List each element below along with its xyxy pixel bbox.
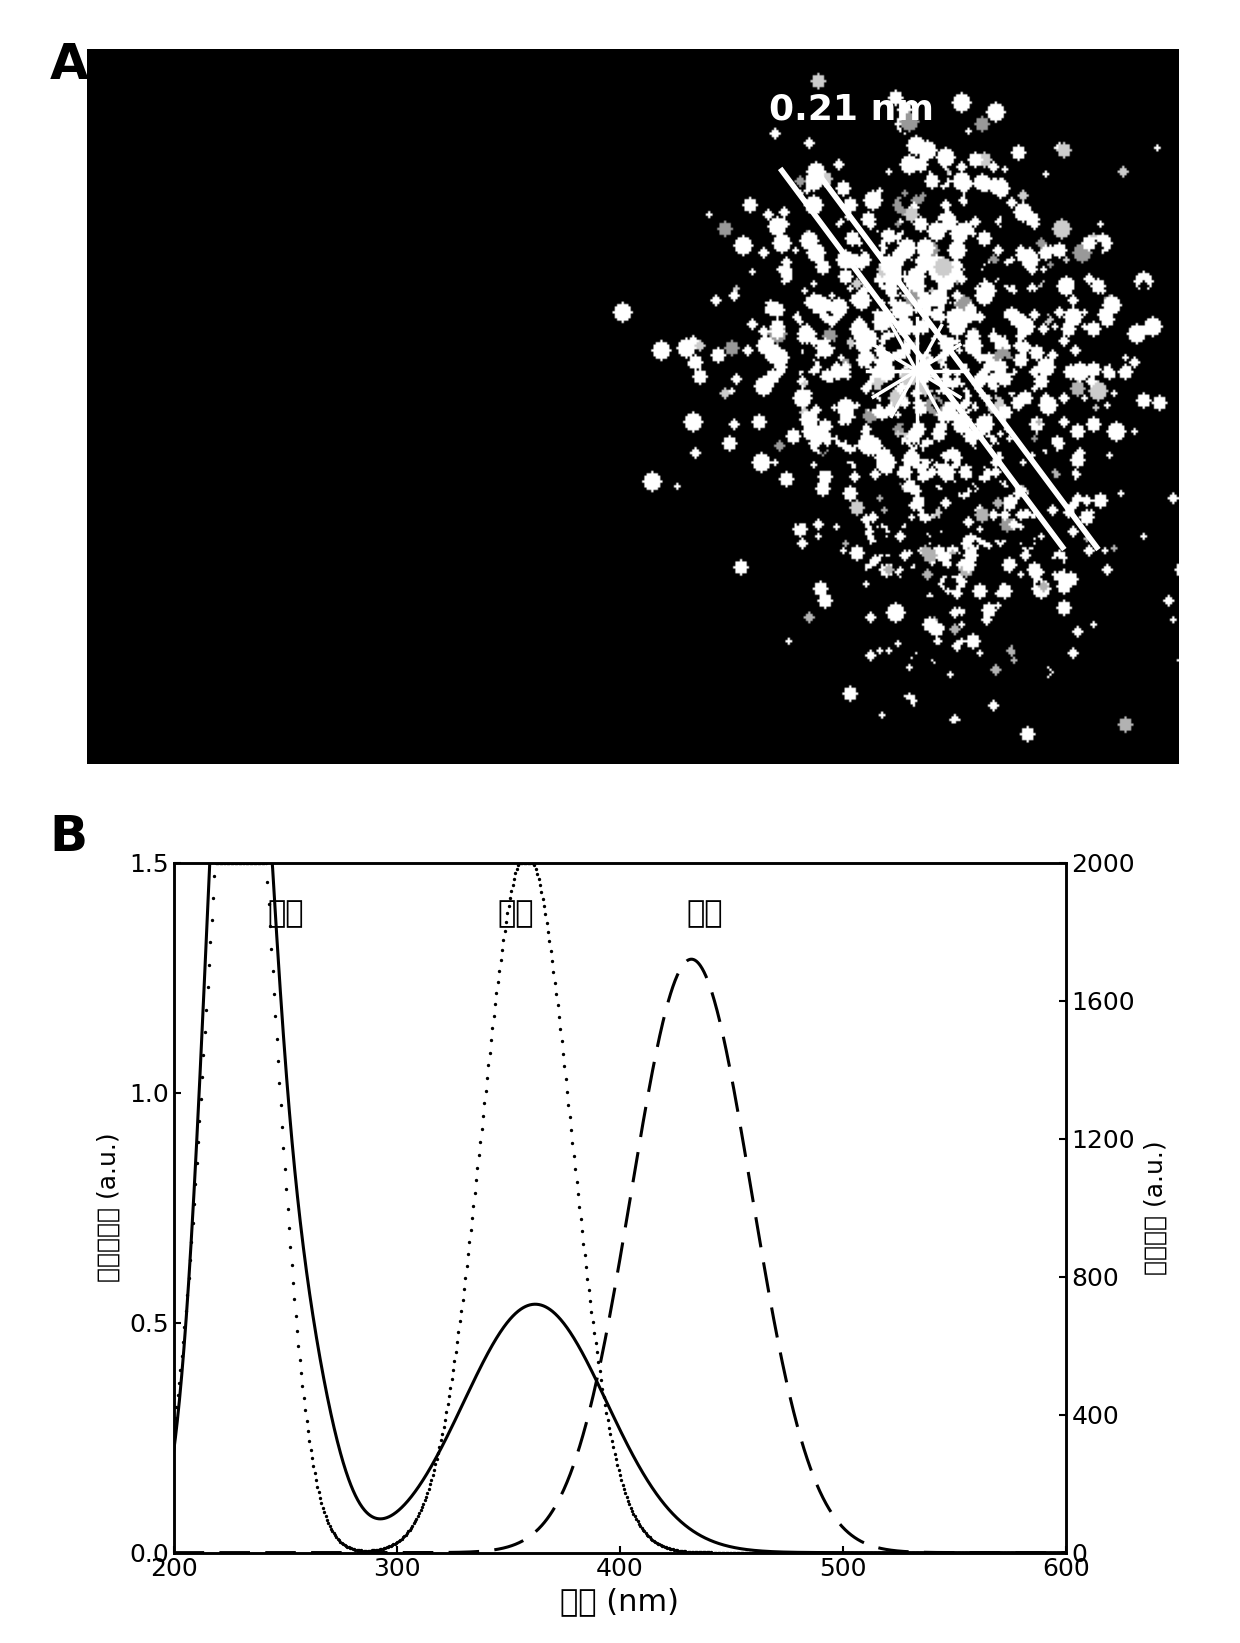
Text: 吸收: 吸收 [268, 899, 304, 928]
Text: 激发: 激发 [497, 899, 533, 928]
Text: 发射: 发射 [687, 899, 723, 928]
Y-axis label: 紫外吸光度 (a.u.): 紫外吸光度 (a.u.) [97, 1132, 120, 1283]
Text: B: B [50, 813, 88, 861]
Text: 0.21 nm: 0.21 nm [769, 92, 934, 127]
Y-axis label: 荦光强度 (a.u.): 荦光强度 (a.u.) [1143, 1140, 1167, 1275]
Text: A: A [50, 41, 88, 89]
X-axis label: 波长 (nm): 波长 (nm) [560, 1587, 680, 1617]
